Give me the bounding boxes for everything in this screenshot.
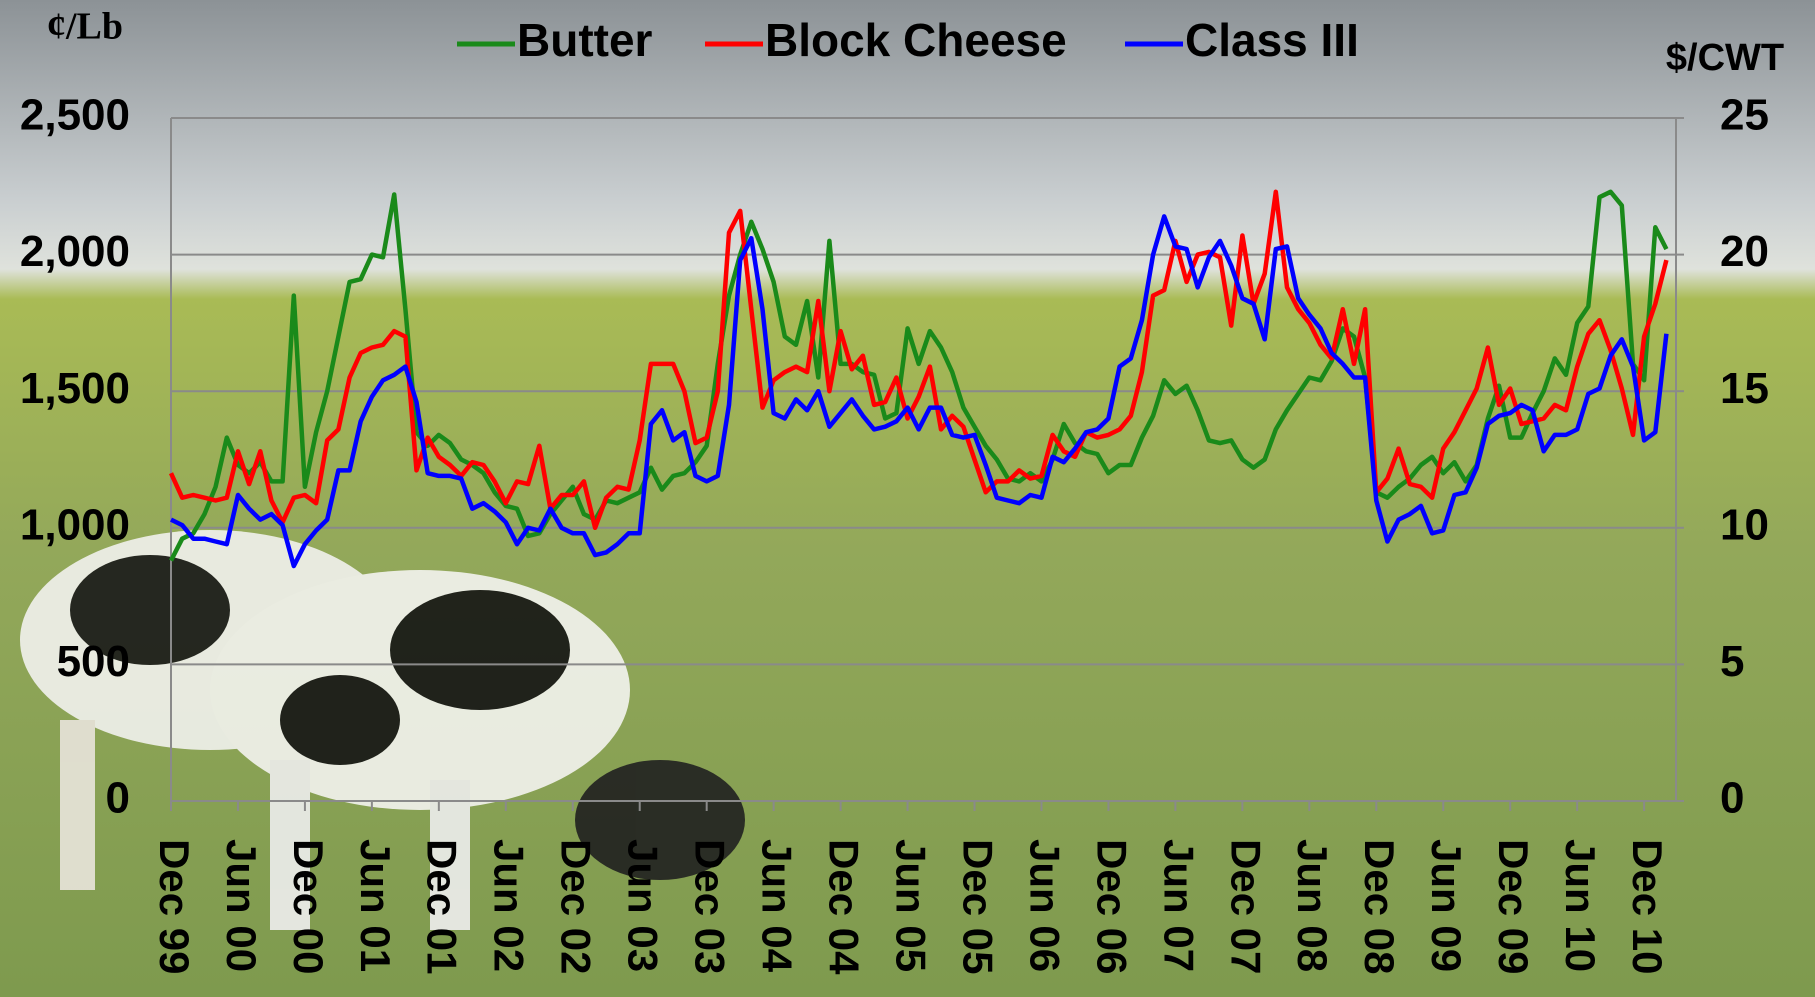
- y2-tick-label: 15: [1720, 364, 1769, 413]
- x-tick-label: Jun 00: [218, 839, 265, 972]
- x-tick-label: Jun 09: [1423, 839, 1470, 972]
- x-tick-label: Dec 99: [151, 839, 198, 974]
- x-tick-label: Dec 02: [553, 839, 600, 974]
- x-tick-label: Dec 07: [1222, 839, 1269, 974]
- x-tick-label: Dec 01: [419, 839, 466, 974]
- x-tick-label: Jun 04: [754, 839, 801, 973]
- x-tick-label: Jun 07: [1155, 839, 1202, 972]
- y2-tick-label: 10: [1720, 500, 1769, 549]
- x-tick-label: Dec 10: [1624, 839, 1671, 974]
- x-tick-label: Dec 06: [1088, 839, 1135, 974]
- y-axis-label: ¢/Lb: [47, 6, 123, 48]
- x-tick-label: Dec 03: [687, 839, 734, 974]
- y-tick-label: 1,000: [20, 500, 130, 549]
- page: {"chart_data": {"type": "line", "ylabel"…: [0, 0, 1815, 997]
- x-tick-label: Jun 01: [352, 839, 399, 972]
- x-tick-label: Jun 02: [486, 839, 533, 972]
- y2-tick-label: 0: [1720, 774, 1744, 823]
- chart: ¢/Lb $/CWT 0 500 1,000 1,500 2,000 2,500 0 5 10 1…: [0, 0, 1815, 997]
- x-tick-label: Dec 09: [1490, 839, 1537, 974]
- y-tick-label: 0: [106, 774, 130, 823]
- legend-label: Block Cheese: [765, 14, 1067, 66]
- y-tick-label: 2,000: [20, 227, 130, 276]
- y2-tick-label: 5: [1720, 637, 1744, 686]
- legend-label: Butter: [517, 14, 653, 66]
- x-tick-label: Jun 10: [1557, 839, 1604, 972]
- x-tick-label: Dec 08: [1356, 839, 1403, 974]
- x-tick-label: Jun 05: [887, 839, 934, 972]
- x-tick-label: Dec 05: [954, 839, 1001, 974]
- y-tick-label: 2,500: [20, 91, 130, 140]
- y-tick-label: 500: [57, 637, 130, 686]
- y2-tick-label: 25: [1720, 91, 1769, 140]
- legend-label: Class III: [1185, 14, 1359, 66]
- y2-axis-label: $/CWT: [1666, 37, 1784, 79]
- x-tick-label: Dec 00: [285, 839, 332, 974]
- x-tick-label: Jun 08: [1289, 839, 1336, 972]
- y2-tick-label: 20: [1720, 227, 1769, 276]
- x-tick-label: Jun 06: [1021, 839, 1068, 972]
- x-tick-label: Jun 03: [620, 839, 667, 972]
- y-tick-label: 1,500: [20, 364, 130, 413]
- x-tick-label: Dec 04: [821, 839, 868, 975]
